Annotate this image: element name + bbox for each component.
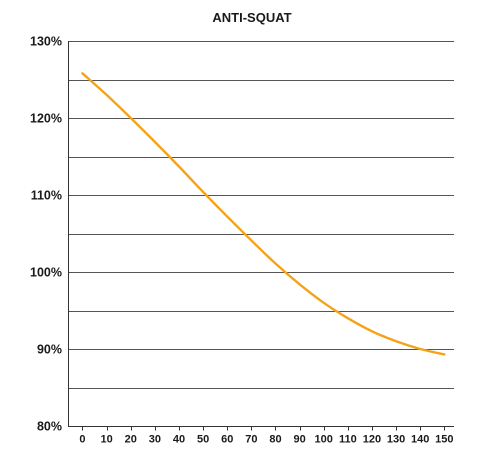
x-tick-label-50: 50	[197, 434, 209, 446]
series	[81, 72, 446, 356]
x-tick-label-120: 120	[363, 434, 381, 446]
x-tick-label-30: 30	[149, 434, 161, 446]
x-tick-label-90: 90	[293, 434, 305, 446]
x-tick-label-100: 100	[315, 434, 333, 446]
y-tick-label-90: 90%	[37, 343, 62, 357]
x-tick-label-60: 60	[221, 434, 233, 446]
gridlines	[68, 41, 454, 389]
axes	[68, 41, 454, 431]
y-tick-label-110: 110%	[31, 189, 62, 203]
y-tick-label-80: 80%	[37, 420, 62, 434]
x-tick-labels: 0 10 20 30 40 50 60 70 80 90 100 110 120 130 140 150	[79, 434, 453, 446]
x-tick-label-70: 70	[245, 434, 257, 446]
x-tick-label-10: 10	[100, 434, 112, 446]
x-tick-label-80: 80	[269, 434, 281, 446]
x-tick-label-140: 140	[411, 434, 429, 446]
series-line-0	[81, 72, 446, 356]
x-tick-label-20: 20	[125, 434, 137, 446]
y-tick-label-130: 130%	[30, 35, 62, 49]
x-tick-label-130: 130	[387, 434, 405, 446]
y-tick-label-100: 100%	[30, 266, 62, 280]
x-tick-label-40: 40	[173, 434, 185, 446]
chart-title: ANTI-SQUAT	[212, 10, 291, 25]
x-tick-label-110: 110	[339, 434, 357, 446]
y-tick-labels: 80% 90% 100% 110% 120% 130%	[30, 35, 62, 434]
x-tick-label-150: 150	[435, 434, 453, 446]
x-tick-label-0: 0	[79, 434, 85, 446]
y-tick-label-120: 120%	[30, 112, 62, 126]
